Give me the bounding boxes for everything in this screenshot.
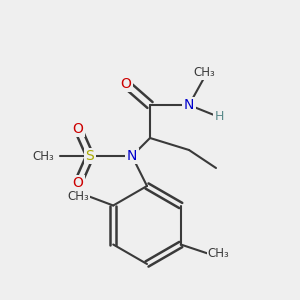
Text: S: S [85,149,94,163]
Text: O: O [121,77,131,91]
Text: CH₃: CH₃ [32,149,54,163]
Text: O: O [73,122,83,136]
Text: O: O [73,176,83,190]
Text: CH₃: CH₃ [193,65,215,79]
Text: CH₃: CH₃ [68,190,89,203]
Text: H: H [214,110,224,124]
Text: N: N [127,149,137,163]
Text: CH₃: CH₃ [208,247,230,260]
Text: N: N [184,98,194,112]
